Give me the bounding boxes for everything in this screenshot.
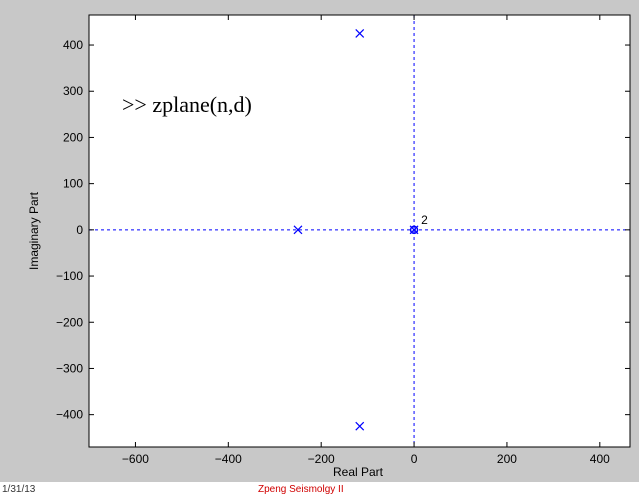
y-axis-label: Imaginary Part <box>27 191 41 270</box>
y-tick-label: −400 <box>56 408 83 422</box>
plot-area <box>88 14 631 448</box>
x-tick-label: 400 <box>590 452 610 466</box>
pole-zero-markers <box>293 29 419 431</box>
y-tick-label: 100 <box>63 177 83 191</box>
x-tick-label: 0 <box>411 452 418 466</box>
x-axis-ticks: −600 −400 −200 0 200 400 <box>122 15 610 466</box>
x-axis-label: Real Part <box>333 465 384 479</box>
pole-marker <box>355 29 365 38</box>
y-tick-label: −300 <box>56 361 83 375</box>
x-tick-label: −200 <box>308 452 335 466</box>
x-tick-label: 200 <box>497 452 517 466</box>
pole-marker <box>293 225 303 235</box>
x-tick-label: −400 <box>215 452 242 466</box>
y-axis-ticks: 400 300 200 100 0 −100 −200 −300 −400 <box>56 38 630 422</box>
y-tick-label: 400 <box>63 38 83 52</box>
reference-lines <box>89 15 630 447</box>
zero-marker <box>409 225 419 235</box>
x-tick-label: −600 <box>122 452 149 466</box>
y-tick-label: −200 <box>56 315 83 329</box>
y-tick-label: 200 <box>63 130 83 144</box>
command-annotation: >> zplane(n,d) <box>122 92 252 117</box>
y-tick-label: 0 <box>76 223 83 237</box>
multiplicity-label: 2 <box>421 213 428 227</box>
pole-marker <box>355 421 365 431</box>
y-tick-label: 300 <box>63 84 83 98</box>
footer-credit: Zpeng Seismolgy II <box>258 484 344 495</box>
y-tick-label: −100 <box>56 269 83 283</box>
footer-date: 1/31/13 <box>2 484 36 495</box>
